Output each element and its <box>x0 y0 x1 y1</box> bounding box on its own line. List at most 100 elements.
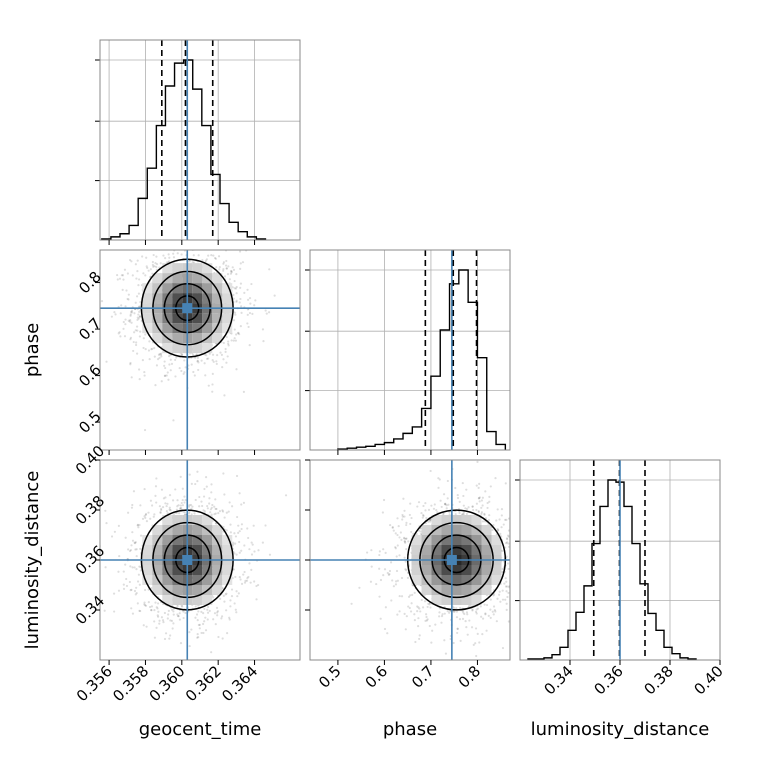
sample-point <box>206 611 210 614</box>
sample-point <box>246 298 250 301</box>
density-cell <box>162 575 173 585</box>
sample-point <box>492 613 495 616</box>
sample-point <box>246 577 249 580</box>
sample-point <box>198 505 201 508</box>
sample-point <box>129 313 132 316</box>
sample-point <box>242 573 245 576</box>
sample-point <box>465 507 469 511</box>
sample-point <box>404 628 407 631</box>
sample-point <box>159 262 162 265</box>
sample-point <box>229 605 232 608</box>
sample-point <box>464 507 467 510</box>
sample-point <box>233 279 236 283</box>
sample-point <box>206 507 209 510</box>
sample-point <box>388 573 391 576</box>
sample-point <box>153 636 157 639</box>
sample-point <box>234 339 237 342</box>
sample-point <box>193 374 196 377</box>
sample-point <box>116 278 119 281</box>
sample-point <box>229 272 233 275</box>
sample-point <box>166 617 169 620</box>
sample-point <box>154 494 157 497</box>
sample-point <box>477 497 481 500</box>
sample-point <box>262 340 265 343</box>
sample-point <box>122 570 125 573</box>
sample-point <box>475 654 478 658</box>
density-cell <box>431 515 442 525</box>
sample-point <box>248 562 251 565</box>
sample-point <box>117 589 121 592</box>
sample-point <box>230 588 234 591</box>
density-cell <box>441 545 452 555</box>
sample-point <box>135 548 138 551</box>
density-cell <box>172 585 183 595</box>
density-cell <box>222 535 233 545</box>
sample-point <box>507 535 510 538</box>
density-cell <box>202 313 213 324</box>
sample-point <box>203 362 206 365</box>
sample-point <box>139 609 142 613</box>
sample-point <box>253 580 256 583</box>
sample-point <box>119 312 122 315</box>
sample-point <box>226 355 229 358</box>
sample-point <box>210 483 213 486</box>
density-cell <box>192 565 203 575</box>
sample-point <box>265 312 268 315</box>
sample-point <box>250 541 253 544</box>
sample-point <box>255 598 258 601</box>
sample-point <box>220 353 224 356</box>
sample-point <box>383 627 387 631</box>
sample-point <box>273 294 276 297</box>
sample-point <box>223 394 226 397</box>
sample-point <box>465 626 468 629</box>
sample-point <box>134 301 137 304</box>
density-cell <box>411 535 422 545</box>
sample-point <box>500 508 504 511</box>
sample-point <box>202 509 205 512</box>
sample-point <box>407 605 410 608</box>
sample-point <box>135 325 139 328</box>
sample-point <box>145 625 148 628</box>
sample-point <box>137 526 140 529</box>
sample-point <box>157 353 161 356</box>
sample-point <box>120 304 123 307</box>
sample-point <box>167 260 171 263</box>
sample-point <box>133 541 136 544</box>
sample-point <box>142 337 145 340</box>
sample-point <box>160 507 163 510</box>
sample-point <box>250 568 253 571</box>
sample-point <box>117 570 120 573</box>
density-cell <box>142 313 153 324</box>
sample-point <box>135 343 138 347</box>
sample-point <box>125 577 128 581</box>
sample-point <box>511 617 513 619</box>
sample-point <box>484 612 487 615</box>
density-cell <box>152 283 163 294</box>
sample-point <box>206 608 209 611</box>
sample-point <box>225 529 228 532</box>
sample-point <box>213 505 216 508</box>
sample-point <box>242 390 245 393</box>
sample-point <box>220 615 224 618</box>
sample-point <box>144 333 147 336</box>
sample-point <box>234 575 237 579</box>
sample-point <box>235 611 238 614</box>
sample-point <box>180 506 183 510</box>
sample-point <box>402 536 406 539</box>
sample-point <box>383 568 387 571</box>
sample-point <box>233 532 236 535</box>
sample-point <box>388 569 392 573</box>
sample-point <box>210 491 213 494</box>
density-cell <box>441 575 452 585</box>
density-cell <box>461 525 472 535</box>
sample-point <box>218 510 222 513</box>
sample-point <box>162 621 165 624</box>
sample-point <box>149 517 152 520</box>
sample-point <box>228 278 231 281</box>
sample-point <box>505 602 508 605</box>
sample-point <box>405 537 408 540</box>
density-cell <box>172 293 183 304</box>
sample-point <box>197 636 200 639</box>
sample-point <box>466 633 469 636</box>
sample-point <box>224 593 227 596</box>
